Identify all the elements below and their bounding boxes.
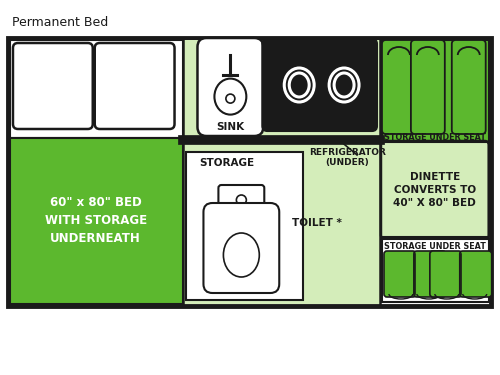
Text: STOVE
MICROWAVE: STOVE MICROWAVE	[281, 110, 353, 132]
Text: STORAGE UNDER SEAT: STORAGE UNDER SEAT	[384, 242, 486, 251]
FancyBboxPatch shape	[430, 251, 462, 297]
Ellipse shape	[334, 73, 354, 97]
Text: REFRIGERATOR
(UNDER): REFRIGERATOR (UNDER)	[308, 148, 386, 167]
Ellipse shape	[284, 68, 314, 102]
Text: STORAGE: STORAGE	[200, 158, 254, 168]
Text: STORAGE UNDER SEAT: STORAGE UNDER SEAT	[384, 133, 486, 142]
Text: DINETTE
CONVERTS TO
40" X 80" BED: DINETTE CONVERTS TO 40" X 80" BED	[394, 172, 476, 208]
Text: TOILET *: TOILET *	[292, 218, 342, 228]
FancyBboxPatch shape	[13, 43, 93, 129]
FancyBboxPatch shape	[381, 141, 488, 239]
FancyBboxPatch shape	[204, 203, 280, 293]
Circle shape	[236, 195, 246, 205]
FancyBboxPatch shape	[182, 140, 380, 304]
FancyBboxPatch shape	[218, 185, 264, 215]
Circle shape	[226, 94, 235, 103]
FancyBboxPatch shape	[384, 251, 416, 297]
Ellipse shape	[214, 79, 246, 115]
FancyBboxPatch shape	[452, 40, 486, 134]
FancyBboxPatch shape	[186, 152, 303, 300]
FancyBboxPatch shape	[382, 239, 488, 302]
FancyBboxPatch shape	[10, 138, 182, 304]
FancyBboxPatch shape	[460, 251, 492, 297]
FancyBboxPatch shape	[414, 251, 446, 297]
Text: 60" x 80" BED
WITH STORAGE
UNDERNEATH: 60" x 80" BED WITH STORAGE UNDERNEATH	[44, 196, 147, 246]
Ellipse shape	[329, 68, 359, 102]
FancyBboxPatch shape	[198, 38, 264, 136]
FancyBboxPatch shape	[411, 40, 445, 134]
Text: SINK: SINK	[216, 122, 244, 132]
Ellipse shape	[289, 73, 309, 97]
FancyBboxPatch shape	[10, 40, 182, 138]
FancyBboxPatch shape	[382, 40, 488, 142]
Ellipse shape	[224, 233, 260, 277]
Text: Permanent Bed: Permanent Bed	[12, 16, 108, 29]
FancyBboxPatch shape	[94, 43, 174, 129]
FancyBboxPatch shape	[262, 39, 377, 131]
FancyBboxPatch shape	[382, 40, 416, 134]
FancyBboxPatch shape	[182, 40, 380, 140]
FancyBboxPatch shape	[8, 38, 490, 306]
